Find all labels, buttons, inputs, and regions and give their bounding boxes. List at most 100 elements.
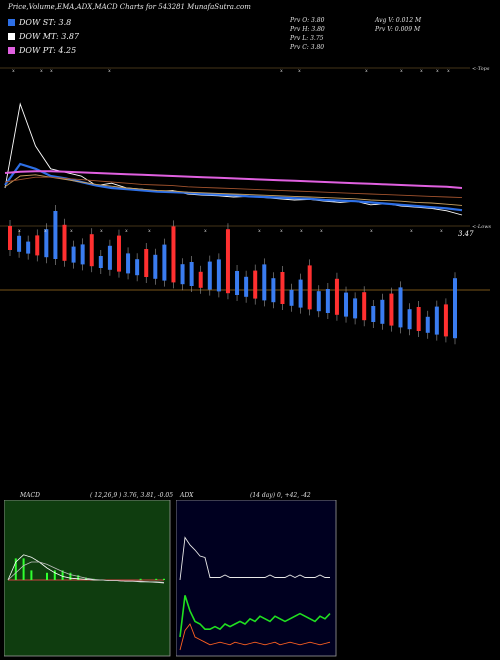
low-marker: x — [320, 228, 323, 234]
volume-bar — [71, 246, 76, 263]
volume-bar — [416, 307, 421, 331]
macd-title: MACD — [20, 492, 40, 499]
volume-bar — [316, 291, 321, 312]
top-marker: x — [447, 68, 450, 74]
legend-label-dow-st: DOW ST: 3.8 — [19, 17, 72, 27]
volume-bar — [17, 235, 22, 252]
volume-bar — [425, 316, 430, 333]
volume-bar — [398, 287, 403, 328]
macd-histogram-bar — [139, 578, 142, 580]
pivot-markers: x x x x x x x x x x x x x x x x x x x x x x x x x — [12, 68, 450, 234]
volume-bar — [53, 211, 58, 259]
volume-bar — [80, 244, 85, 265]
volume-bar — [198, 271, 203, 288]
volume-bar — [180, 264, 185, 285]
volume-bar — [262, 264, 267, 301]
legend-item-dow-pt: DOW PT: 4.25 — [8, 44, 76, 56]
volume-bar — [89, 234, 94, 267]
top-marker: x — [40, 68, 43, 74]
adx-title: ADX — [180, 492, 194, 499]
macd-histogram-bar — [22, 558, 25, 580]
lows-label: <-Lows — [472, 224, 491, 230]
top-marker: x — [400, 68, 403, 74]
volume-bar — [207, 261, 212, 290]
chart-title: Price,Volume,EMA,ADX,MACD Charts for 543… — [8, 3, 251, 11]
volume-bar — [135, 259, 140, 276]
top-marker: x — [280, 68, 283, 74]
volume-bar — [62, 224, 67, 261]
volume-bar — [334, 278, 339, 315]
low-marker: x — [280, 228, 283, 234]
volume-bar — [153, 254, 158, 279]
adx-series-1 — [179, 595, 331, 638]
macd-histogram-bar — [46, 572, 48, 580]
low-marker: x — [300, 228, 303, 234]
top-marker: x — [436, 68, 439, 74]
volume-bar — [453, 278, 457, 339]
macd-series-1 — [7, 561, 165, 583]
low-marker: x — [148, 228, 151, 234]
volume-bar — [144, 249, 149, 277]
ema-series-3 — [4, 176, 463, 199]
adx-series-2 — [179, 623, 331, 651]
top-marker: x — [108, 68, 111, 74]
volume-bar — [26, 241, 31, 254]
macd-histogram-bar — [85, 577, 87, 580]
volume-bar — [189, 262, 194, 286]
legend-swatch-dow-st — [8, 18, 15, 26]
adx-series-0 — [179, 536, 330, 581]
volume-bar — [289, 289, 294, 306]
low-marker: x — [258, 228, 261, 234]
stat-prev-close: Prv C: 3.80 — [290, 44, 325, 51]
volume-bar — [216, 259, 221, 292]
low-marker: x — [440, 228, 443, 234]
top-marker: x — [50, 68, 53, 74]
volume-bar — [325, 289, 330, 313]
low-marker: x — [100, 228, 103, 234]
volume-bar — [107, 245, 112, 270]
volume-bar — [407, 309, 412, 330]
volume-bar — [171, 226, 176, 283]
adx-params: (14 day) 0, +42, -42 — [250, 492, 311, 499]
volume-bar — [271, 278, 276, 303]
volume-bar — [298, 279, 303, 308]
macd-histogram-bar — [77, 575, 80, 580]
volume-bar — [44, 229, 49, 258]
ema-series-2 — [4, 174, 463, 206]
legend-label-dow-pt: DOW PT: 4.25 — [19, 45, 77, 55]
ema-series-4 — [4, 170, 463, 189]
legend-item-dow-st: DOW ST: 3.8 — [8, 16, 71, 28]
volume-bar — [371, 306, 376, 322]
low-marker: x — [204, 228, 207, 234]
volume-bar — [443, 304, 448, 337]
stat-avg-volume: Avg V: 0.012 M — [375, 17, 422, 24]
tops-label: <-Tops — [472, 66, 490, 72]
ema-series-0 — [4, 102, 463, 216]
volume-bar — [380, 299, 385, 324]
ema-series-1 — [4, 162, 463, 212]
macd-histogram-bar — [163, 578, 165, 580]
last-price-label: 3.47 — [458, 230, 474, 238]
volume-bar — [362, 292, 367, 321]
volume-bar — [344, 292, 349, 317]
volume-bars — [8, 205, 457, 345]
macd-histogram-bar — [69, 572, 72, 580]
ema-lines — [4, 102, 463, 216]
stat-prev-low: Prv L: 3.75 — [290, 35, 324, 42]
volume-bar — [235, 271, 240, 295]
volume-bar — [225, 229, 230, 294]
legend-item-dow-mt: DOW MT: 3.87 — [8, 30, 79, 42]
volume-bar — [116, 235, 121, 272]
volume-bar — [307, 265, 312, 310]
macd-histogram-bar — [61, 570, 64, 580]
volume-bar — [389, 293, 394, 326]
volume-bar — [8, 226, 12, 250]
macd-histogram-bar — [14, 558, 17, 580]
low-marker: x — [370, 228, 373, 234]
top-marker: x — [298, 68, 301, 74]
legend-swatch-dow-pt — [8, 46, 15, 54]
macd-histogram-bar — [53, 570, 56, 580]
low-marker: x — [410, 228, 413, 234]
stat-prev-open: Prv O: 3.80 — [290, 17, 325, 24]
legend-label-dow-mt: DOW MT: 3.87 — [19, 31, 80, 41]
